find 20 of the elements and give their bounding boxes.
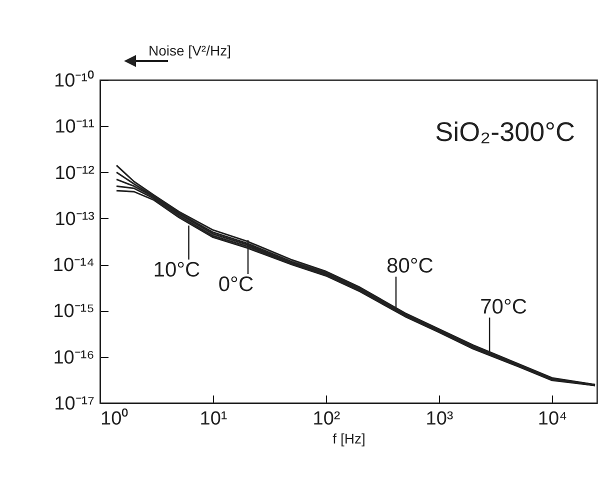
annotation: 10°C [153,258,200,282]
annotation: 0°C [218,273,254,296]
y-tick-label: 10⁻¹⁶ [53,347,94,368]
x-tick-label: 10¹ [200,408,228,430]
annotation: 80°C [386,254,434,278]
x-tick-label: 10⁰ [100,408,129,430]
y-tick-label: 10⁻¹⁵ [53,301,94,322]
x-tick-label: 10⁴ [538,408,568,430]
y-tick-label: 10⁻¹⁷ [54,394,95,414]
y-tick-label: 10⁻¹² [54,162,94,184]
x-tick-label: 10² [312,408,340,430]
y-axis-title: Noise [V²/Hz] [148,42,231,58]
x-tick-label: 10³ [426,408,454,430]
annotation: SiO₂-300°C [435,117,575,147]
y-tick-label: 10⁻¹¹ [54,116,94,138]
y-tick-label: 10⁻¹⁴ [52,255,94,276]
y-tick-label: 10⁻¹³ [54,208,94,230]
x-axis-title: f [Hz] [332,430,366,446]
y-tick-label: 10⁻¹⁰ [54,70,94,92]
annotation: 70°C [480,296,528,319]
